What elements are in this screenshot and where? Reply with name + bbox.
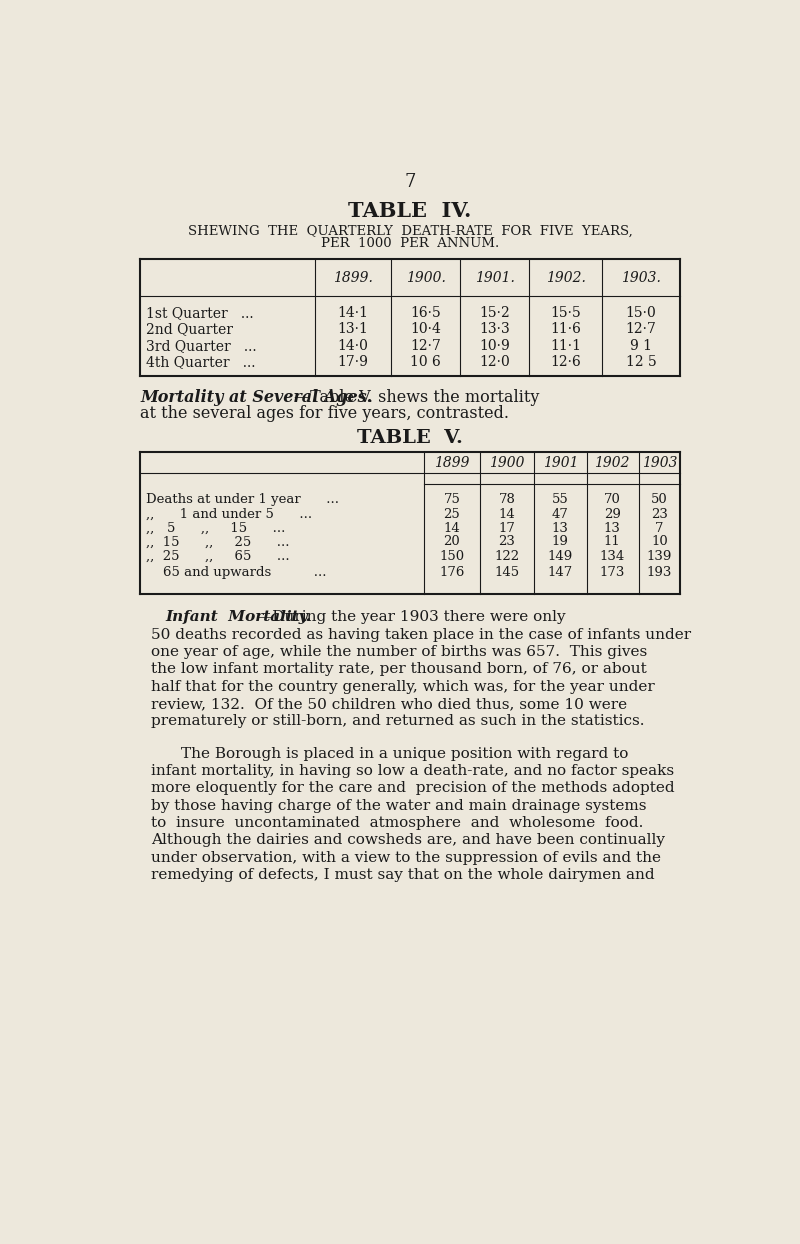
Text: half that for the country generally, which was, for the year under: half that for the country generally, whi… <box>151 679 655 694</box>
Text: 50 deaths recorded as having taken place in the case of infants under: 50 deaths recorded as having taken place… <box>151 628 691 642</box>
Text: TABLE  V.: TABLE V. <box>357 429 463 447</box>
Text: 20: 20 <box>443 535 460 549</box>
Text: the low infant mortality rate, per thousand born, of 76, or about: the low infant mortality rate, per thous… <box>151 662 647 677</box>
Text: 122: 122 <box>494 550 519 564</box>
Text: 7: 7 <box>404 173 416 190</box>
Text: 1901: 1901 <box>542 455 578 470</box>
Text: 14: 14 <box>498 508 515 521</box>
Text: one year of age, while the number of births was 657.  This gives: one year of age, while the number of bir… <box>151 646 647 659</box>
Text: 10 6: 10 6 <box>410 355 441 368</box>
Text: 29: 29 <box>604 508 621 521</box>
Text: 4th Quarter   ...: 4th Quarter ... <box>146 355 256 368</box>
Text: 14·0: 14·0 <box>338 338 368 352</box>
Text: 13: 13 <box>552 521 569 535</box>
Text: 12 5: 12 5 <box>626 355 656 368</box>
Text: 139: 139 <box>647 550 672 564</box>
Text: 11·1: 11·1 <box>550 338 582 352</box>
Text: by those having charge of the water and main drainage systems: by those having charge of the water and … <box>151 799 646 812</box>
Text: PER  1000  PER  ANNUM.: PER 1000 PER ANNUM. <box>321 238 499 250</box>
Text: 1900.: 1900. <box>406 271 446 285</box>
Text: 1903: 1903 <box>642 455 678 470</box>
Text: 149: 149 <box>548 550 573 564</box>
Text: 13·3: 13·3 <box>479 322 510 336</box>
Text: 17·9: 17·9 <box>338 355 368 368</box>
Text: 193: 193 <box>647 566 672 580</box>
Text: 176: 176 <box>439 566 465 580</box>
Text: at the several ages for five years, contrasted.: at the several ages for five years, cont… <box>140 404 510 422</box>
Text: 12·7: 12·7 <box>626 322 656 336</box>
Text: 1899: 1899 <box>434 455 470 470</box>
Text: SHEWING  THE  QUARTERLY  DEATH-RATE  FOR  FIVE  YEARS,: SHEWING THE QUARTERLY DEATH-RATE FOR FIV… <box>188 225 632 238</box>
Text: 1902: 1902 <box>594 455 630 470</box>
Text: TABLE  IV.: TABLE IV. <box>348 200 472 221</box>
Text: 7: 7 <box>655 521 664 535</box>
Text: 2nd Quarter: 2nd Quarter <box>146 322 234 336</box>
Text: 1903.: 1903. <box>621 271 661 285</box>
Text: ,,   5      ,,     15      ...: ,, 5 ,, 15 ... <box>146 521 286 535</box>
Text: Mortality at Several Ages.: Mortality at Several Ages. <box>140 388 373 406</box>
Text: 19: 19 <box>552 535 569 549</box>
Text: —Table V. shews the mortality: —Table V. shews the mortality <box>294 388 539 406</box>
Text: 10·4: 10·4 <box>410 322 441 336</box>
Text: 12·0: 12·0 <box>479 355 510 368</box>
Text: 3rd Quarter   ...: 3rd Quarter ... <box>146 338 257 352</box>
Text: 1900: 1900 <box>489 455 525 470</box>
Text: Deaths at under 1 year      ...: Deaths at under 1 year ... <box>146 493 339 506</box>
Text: Infant  Mortality.: Infant Mortality. <box>165 611 311 624</box>
Text: 13: 13 <box>604 521 621 535</box>
Text: 47: 47 <box>552 508 569 521</box>
Text: 70: 70 <box>604 493 621 506</box>
Text: 15·0: 15·0 <box>626 306 656 320</box>
Text: 10: 10 <box>651 535 668 549</box>
Text: infant mortality, in having so low a death-rate, and no factor speaks: infant mortality, in having so low a dea… <box>151 764 674 778</box>
Text: 1902.: 1902. <box>546 271 586 285</box>
Text: 23: 23 <box>498 535 515 549</box>
Text: 25: 25 <box>443 508 460 521</box>
Text: 65 and upwards          ...: 65 and upwards ... <box>146 566 327 580</box>
Text: ,,  25      ,,     65      ...: ,, 25 ,, 65 ... <box>146 550 290 564</box>
Text: 14: 14 <box>443 521 460 535</box>
Text: 15·2: 15·2 <box>479 306 510 320</box>
Text: ,,  15      ,,     25      ...: ,, 15 ,, 25 ... <box>146 535 290 549</box>
Text: 147: 147 <box>548 566 573 580</box>
Text: 10·9: 10·9 <box>479 338 510 352</box>
Text: 11·6: 11·6 <box>550 322 582 336</box>
Text: 16·5: 16·5 <box>410 306 441 320</box>
Text: to  insure  uncontaminated  atmosphere  and  wholesome  food.: to insure uncontaminated atmosphere and … <box>151 816 643 830</box>
Text: 1st Quarter   ...: 1st Quarter ... <box>146 306 254 320</box>
Text: more eloquently for the care and  precision of the methods adopted: more eloquently for the care and precisi… <box>151 781 674 795</box>
Text: 13·1: 13·1 <box>338 322 368 336</box>
Text: 75: 75 <box>443 493 460 506</box>
Text: under observation, with a view to the suppression of evils and the: under observation, with a view to the su… <box>151 851 661 865</box>
Text: Although the dairies and cowsheds are, and have been continually: Although the dairies and cowsheds are, a… <box>151 833 665 847</box>
Text: 134: 134 <box>600 550 625 564</box>
Text: 173: 173 <box>599 566 625 580</box>
Text: 78: 78 <box>498 493 515 506</box>
Text: 150: 150 <box>439 550 465 564</box>
Text: 15·5: 15·5 <box>550 306 581 320</box>
Text: 12·6: 12·6 <box>550 355 581 368</box>
Text: 11: 11 <box>604 535 621 549</box>
Text: 14·1: 14·1 <box>337 306 368 320</box>
Text: 9 1: 9 1 <box>630 338 652 352</box>
Text: 1899.: 1899. <box>333 271 373 285</box>
Text: prematurely or still-born, and returned as such in the statistics.: prematurely or still-born, and returned … <box>151 714 645 729</box>
Text: review, 132.  Of the 50 children who died thus, some 10 were: review, 132. Of the 50 children who died… <box>151 697 627 712</box>
Text: 23: 23 <box>651 508 668 521</box>
Text: 17: 17 <box>498 521 515 535</box>
Text: ,,      1 and under 5      ...: ,, 1 and under 5 ... <box>146 508 313 521</box>
Text: —During the year 1903 there were only: —During the year 1903 there were only <box>257 611 565 624</box>
Text: 55: 55 <box>552 493 569 506</box>
Text: 145: 145 <box>494 566 519 580</box>
Text: remedying of defects, I must say that on the whole dairymen and: remedying of defects, I must say that on… <box>151 868 654 882</box>
Text: 12·7: 12·7 <box>410 338 441 352</box>
Text: The Borough is placed in a unique position with regard to: The Borough is placed in a unique positi… <box>181 746 628 761</box>
Text: 50: 50 <box>651 493 668 506</box>
Text: 1901.: 1901. <box>474 271 514 285</box>
